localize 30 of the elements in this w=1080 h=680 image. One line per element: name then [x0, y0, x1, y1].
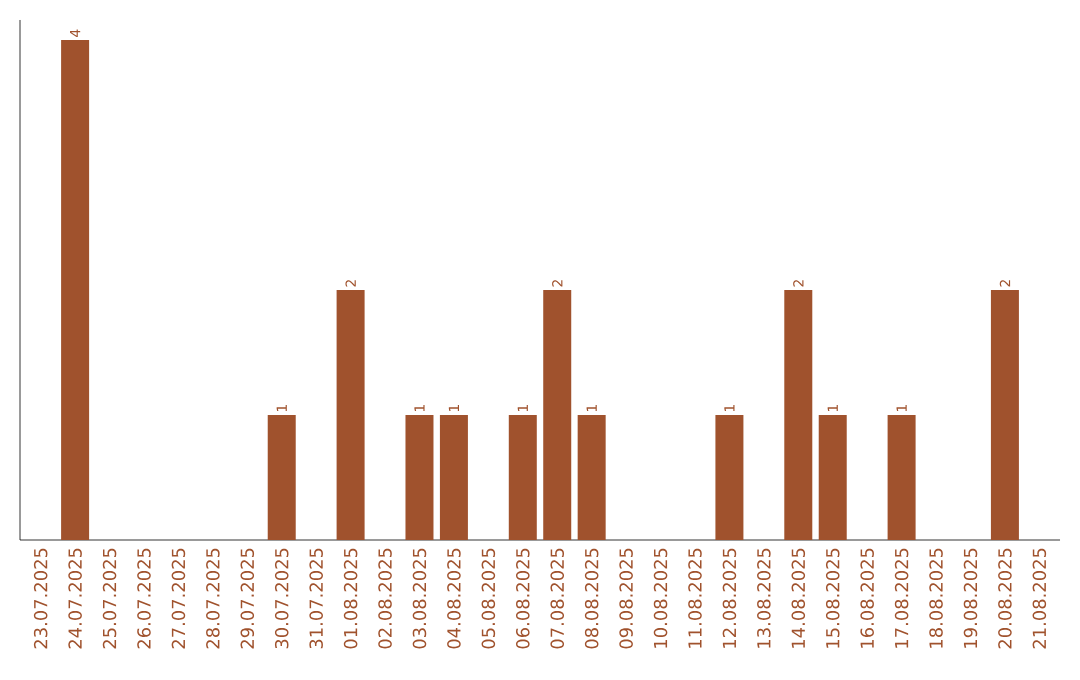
- x-tick-label: 24.07.2025: [68, 548, 82, 649]
- x-tick-label: 23.07.2025: [33, 548, 48, 649]
- x-tick-label: 12.08.2025: [722, 548, 737, 648]
- x-tick-label: 18.08.2025: [929, 548, 943, 648]
- x-tick-label: 14.08.2025: [791, 548, 806, 648]
- x-tick-label: 30.07.2025: [274, 548, 289, 649]
- x-tick-label: 25.07.2025: [102, 548, 117, 649]
- x-tick-label: 03.08.2025: [412, 548, 427, 649]
- x-tick-label: 04.08.2025: [447, 548, 461, 649]
- x-tick-label: 17.08.2025: [894, 548, 909, 648]
- x-tick-label: 01.08.2025: [343, 548, 358, 649]
- x-tick-label: 27.07.2025: [171, 548, 186, 649]
- x-tick-label: 10.08.2025: [653, 548, 668, 648]
- x-tick-label: 13.08.2025: [757, 548, 771, 648]
- x-tick-label: 07.08.2025: [550, 548, 565, 649]
- x-tick-label: 06.08.2025: [516, 548, 530, 649]
- x-tick-label: 29.07.2025: [240, 548, 255, 649]
- x-tick-label: 08.08.2025: [584, 548, 599, 649]
- x-tick-label: 09.08.2025: [619, 548, 633, 649]
- x-tick-label: 28.07.2025: [206, 548, 220, 649]
- x-tick-label: 05.08.2025: [481, 548, 496, 649]
- x-tick-label: 16.08.2025: [860, 548, 874, 648]
- x-tick-label: 19.08.2025: [963, 548, 978, 648]
- x-tick-label: 21.08.2025: [1032, 548, 1047, 649]
- x-tick-label: 15.08.2025: [825, 548, 840, 648]
- x-tick-label: 02.08.2025: [378, 548, 392, 649]
- x-tick-label: 26.07.2025: [137, 548, 151, 649]
- x-tick-label: 31.07.2025: [309, 548, 323, 649]
- x-tick-label: 20.08.2025: [998, 548, 1012, 649]
- x-tick-label: 11.08.2025: [688, 548, 702, 648]
